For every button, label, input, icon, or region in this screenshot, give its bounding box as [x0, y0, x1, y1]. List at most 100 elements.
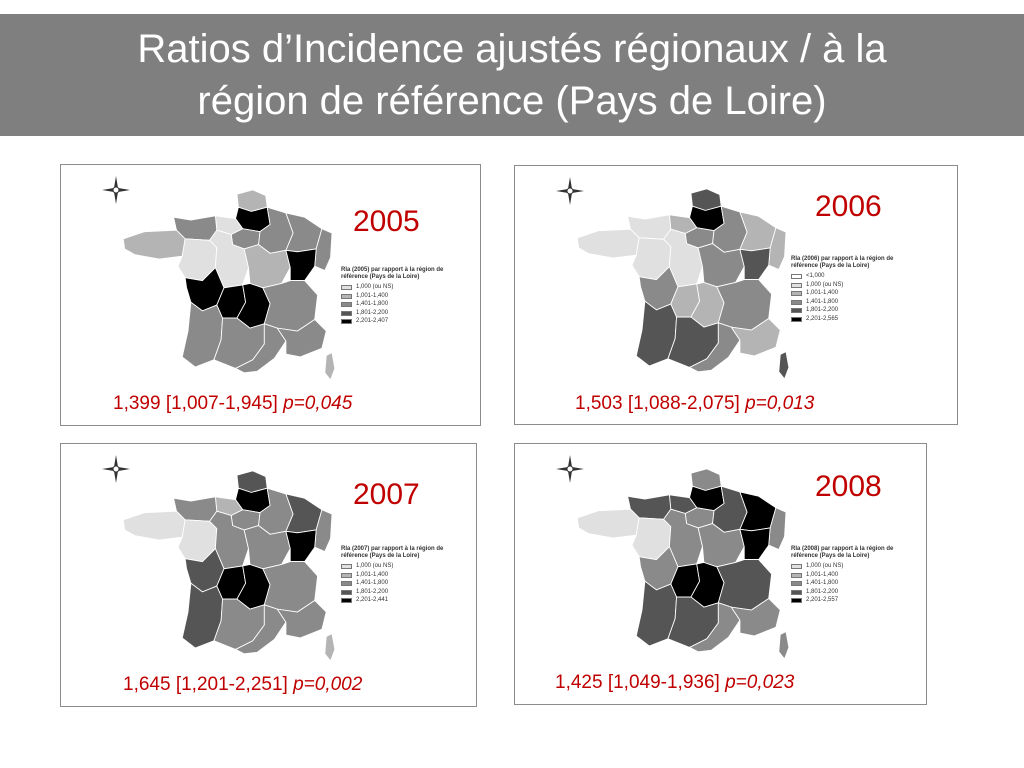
- france-map: [576, 468, 790, 660]
- ratio-ci: 1,503 [1,088-2,075]: [575, 393, 740, 414]
- region-bretagne: [122, 510, 186, 541]
- legend-label: 1,000 (ou NS): [356, 563, 394, 569]
- legend-entry: 1,401-1,800: [791, 299, 901, 306]
- region-bourgogne: [243, 244, 291, 289]
- legend-label: 1,801-2,200: [806, 307, 839, 313]
- legend-rows: 1,000 (ou NS) 1,001-1,400 1,401-1,800 1,801…: [341, 563, 451, 604]
- legend-rows: <1,000 1,000 (ou NS) 1,001-1,400 1,401-1,80…: [791, 273, 901, 323]
- map-legend: RIa (2007) par rapport à la région de ré…: [341, 546, 451, 606]
- legend-entry: 1,001-1,400: [791, 290, 901, 297]
- legend-entry: 2,201-2,557: [791, 597, 901, 604]
- region-franche-comte: [285, 529, 317, 563]
- region-paca: [276, 318, 327, 358]
- legend-swatch: [791, 274, 802, 279]
- region-bourgogne: [243, 525, 291, 570]
- year-label: 2008: [815, 470, 882, 503]
- legend-swatch: [341, 285, 352, 290]
- legend-entry: 1,000 (ou NS): [791, 282, 901, 289]
- incidence-ratio-stat: 1,645 [1,201-2,251] p=0,002: [123, 674, 362, 696]
- legend-entry: 1,001-1,400: [341, 572, 451, 579]
- legend-swatch: [341, 589, 352, 595]
- legend-label: 1,401-1,800: [356, 580, 389, 586]
- ratio-ci: 1,425 [1,049-1,936]: [555, 672, 720, 693]
- ratio-ci: 1,399 [1,007-1,945]: [113, 393, 278, 414]
- legend-label: 1,801-2,200: [356, 588, 389, 595]
- year-label: 2006: [815, 190, 882, 223]
- legend-swatch: [341, 319, 352, 324]
- incidence-ratio-stat: 1,399 [1,007-1,945] p=0,045: [113, 393, 352, 415]
- region-corse: [324, 351, 336, 381]
- legend-entry: 1,000 (ou NS): [341, 284, 451, 291]
- region-corse: [778, 630, 790, 660]
- p-value: p=0,013: [745, 393, 815, 414]
- legend-entry: 1,000 (ou NS): [341, 563, 451, 570]
- year-label: 2007: [353, 478, 420, 511]
- legend-swatch: [791, 291, 802, 296]
- legend-entry: 2,201-2,441: [341, 597, 451, 604]
- compass-rose-icon: [556, 455, 584, 483]
- map-panel-2005: RIa (2005) par rapport à la région de ré…: [60, 164, 481, 426]
- legend-entry: 1,001-1,400: [791, 572, 901, 579]
- p-value: p=0,023: [725, 672, 795, 693]
- legend-entry: 2,201-2,407: [341, 318, 451, 325]
- slide-title: Ratios d’Incidence ajustés régionaux / à…: [0, 14, 1024, 136]
- legend-swatch: [791, 316, 802, 322]
- legend-title: RIa (2007) par rapport à la région de ré…: [341, 546, 444, 559]
- legend-swatch: [791, 598, 802, 603]
- map-panel-2008: RIa (2008) par rapport à la région de ré…: [514, 443, 927, 705]
- region-paca: [730, 317, 781, 357]
- legend-swatch: [341, 302, 352, 307]
- legend-entry: <1,000: [791, 273, 901, 280]
- legend-entry: 1,801-2,200: [341, 589, 451, 596]
- legend-entry: 1,001-1,400: [341, 293, 451, 300]
- year-label: 2005: [353, 205, 420, 238]
- legend-entry: 1,401-1,800: [341, 301, 451, 308]
- legend-label: 1,001-1,400: [356, 292, 389, 299]
- legend-label: 1,401-1,800: [356, 301, 389, 307]
- region-corse: [324, 632, 336, 662]
- legend-rows: 1,000 (ou NS) 1,001-1,400 1,401-1,800 1,801…: [791, 563, 901, 604]
- region-bourgogne: [697, 243, 745, 288]
- map-panel-2006: RIa (2006) par rapport à la région de ré…: [514, 165, 958, 425]
- legend-swatch: [791, 299, 802, 305]
- legend-swatch: [341, 572, 352, 578]
- incidence-ratio-stat: 1,425 [1,049-1,936] p=0,023: [555, 672, 794, 694]
- legend-rows: 1,000 (ou NS) 1,001-1,400 1,401-1,800 1,801…: [341, 284, 451, 325]
- legend-entry: 1,000 (ou NS): [791, 563, 901, 570]
- france-map: [576, 188, 790, 380]
- region-bretagne: [576, 228, 640, 259]
- map-legend: RIa (2006) par rapport à la région de ré…: [791, 256, 901, 324]
- legend-label: 2,201-2,407: [356, 318, 389, 324]
- legend-label: 2,201-2,441: [356, 597, 389, 603]
- legend-swatch: [341, 598, 352, 603]
- incidence-ratio-stat: 1,503 [1,088-2,075] p=0,013: [575, 393, 814, 415]
- p-value: p=0,002: [293, 674, 363, 695]
- region-paca: [730, 597, 781, 637]
- legend-swatch: [791, 564, 802, 569]
- region-corse: [778, 350, 790, 380]
- legend-title: RIa (2005) par rapport à la région de ré…: [341, 267, 444, 280]
- legend-title: RIa (2006) par rapport à la région de ré…: [791, 256, 894, 269]
- region-bourgogne: [697, 523, 745, 568]
- legend-swatch: [791, 589, 802, 595]
- region-franche-comte: [739, 527, 771, 561]
- france-map: [122, 470, 336, 662]
- region-paca: [276, 599, 327, 639]
- region-bretagne: [122, 229, 186, 260]
- ratio-ci: 1,645 [1,201-2,251]: [123, 674, 288, 695]
- legend-label: 1,001-1,400: [806, 290, 839, 296]
- legend-swatch: [341, 293, 352, 299]
- legend-label: 1,000 (ou NS): [356, 284, 394, 290]
- legend-label: 1,801-2,200: [806, 588, 839, 595]
- legend-label: <1,000: [806, 273, 825, 279]
- slide-title-line1: Ratios d’Incidence ajustés régionaux / à…: [137, 27, 887, 71]
- p-value: p=0,045: [283, 393, 353, 414]
- legend-swatch: [791, 308, 802, 313]
- legend-entry: 1,401-1,800: [791, 580, 901, 587]
- map-legend: RIa (2008) par rapport à la région de ré…: [791, 546, 901, 606]
- legend-label: 1,001-1,400: [356, 571, 389, 578]
- legend-entry: 1,801-2,200: [791, 589, 901, 596]
- france-map: [122, 189, 336, 381]
- legend-swatch: [341, 581, 352, 586]
- legend-swatch: [341, 564, 352, 569]
